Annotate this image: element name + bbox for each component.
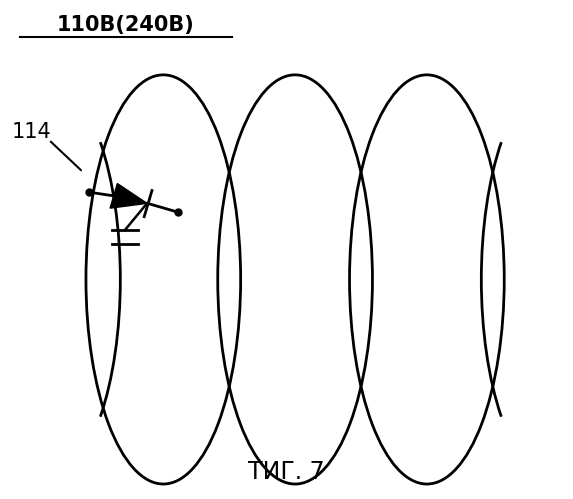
Polygon shape (110, 184, 147, 208)
Text: 114: 114 (11, 122, 51, 142)
Text: ΤИГ. 7: ΤИГ. 7 (248, 460, 325, 484)
Text: 110В(240В): 110В(240В) (57, 15, 195, 35)
